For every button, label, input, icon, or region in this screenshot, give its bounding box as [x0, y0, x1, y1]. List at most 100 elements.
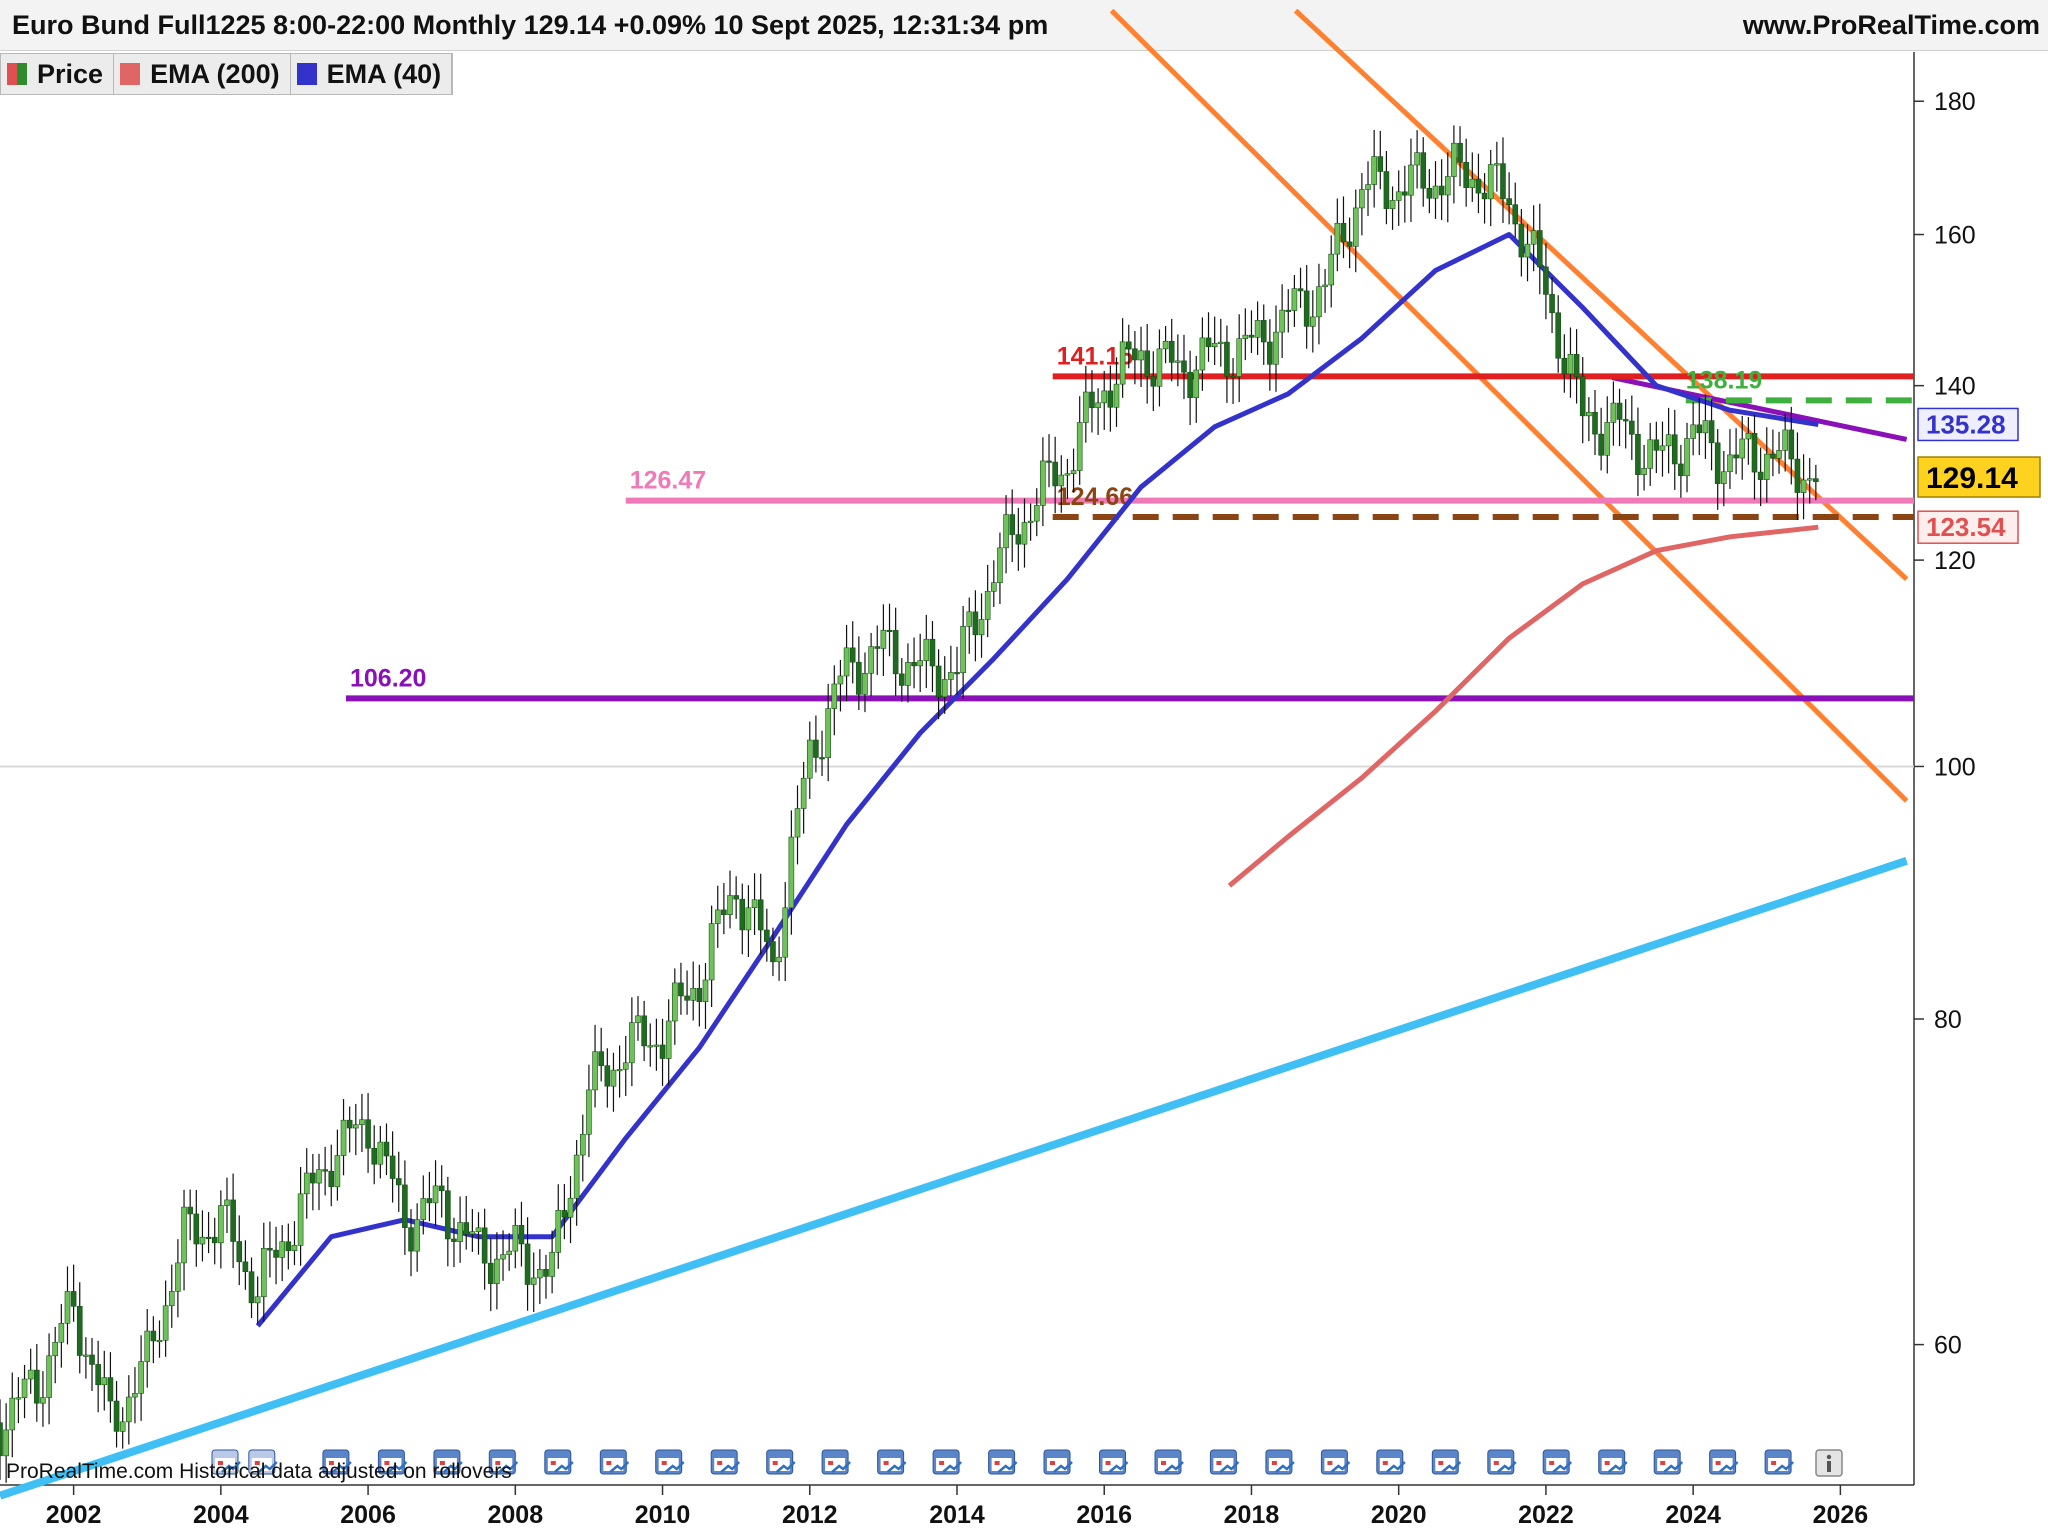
calendar-event-icon[interactable] — [710, 1449, 741, 1475]
candle-body — [1138, 350, 1144, 361]
candle-body — [1346, 241, 1353, 247]
candle-body — [1015, 534, 1022, 545]
candle-body — [874, 646, 881, 649]
calendar-mark — [1604, 1461, 1610, 1465]
calendar-mark — [1549, 1461, 1555, 1465]
price-candles — [0, 125, 1819, 1483]
calendar-event-icon[interactable] — [821, 1449, 851, 1475]
candle-body — [941, 679, 948, 698]
candle-body — [592, 1051, 598, 1091]
x-tick-label: 2020 — [1371, 1501, 1427, 1529]
calendar-event-icon[interactable] — [1376, 1449, 1406, 1475]
calendar-event-icon[interactable] — [988, 1449, 1018, 1475]
calendar-event-icon[interactable] — [877, 1449, 907, 1475]
info-icon[interactable] — [1815, 1449, 1843, 1477]
candle-body — [371, 1147, 378, 1165]
calendar-event-icon[interactable] — [1764, 1449, 1794, 1475]
trendline — [1109, 8, 1909, 803]
candle-body — [1500, 163, 1506, 199]
calendar-event-icon[interactable] — [1709, 1449, 1739, 1475]
candle-body — [1794, 458, 1801, 493]
candle-body — [334, 1155, 341, 1188]
calendar-event-icon[interactable] — [1154, 1449, 1184, 1475]
calendar-mark — [1050, 1461, 1055, 1465]
calendar-arrow — [609, 1461, 630, 1473]
candle-body — [359, 1119, 365, 1126]
legend-ema40[interactable]: EMA (40) — [291, 54, 453, 94]
candle-body — [665, 1020, 672, 1059]
calendar-event-icon[interactable] — [211, 1449, 241, 1475]
calendar-event-icon[interactable] — [766, 1449, 796, 1475]
calendar-event-icon[interactable] — [322, 1449, 352, 1475]
ema40-swatch-icon — [296, 63, 317, 85]
calendar-event-icon[interactable] — [1542, 1449, 1573, 1475]
calendar-event-icon[interactable] — [248, 1449, 278, 1475]
calendar-event-icon[interactable] — [1209, 1449, 1240, 1475]
candle-body — [230, 1199, 236, 1242]
candle-body — [481, 1227, 488, 1264]
calendar-event-icon[interactable] — [655, 1449, 685, 1475]
calendar-event-icon[interactable] — [488, 1449, 519, 1475]
candle-body — [1659, 445, 1666, 451]
candle-body — [1297, 288, 1304, 292]
candle-body — [291, 1245, 298, 1251]
calendar-event-icon[interactable] — [1598, 1449, 1628, 1475]
candle-body — [426, 1198, 433, 1204]
candle-body — [1629, 420, 1635, 435]
candle-body — [1395, 191, 1402, 201]
candle-body — [1322, 284, 1328, 287]
candle-body — [15, 1397, 22, 1400]
calendar-event-icon[interactable] — [1487, 1449, 1517, 1475]
calendar-event-icon[interactable] — [544, 1449, 574, 1475]
candle-body — [972, 611, 979, 636]
legend-price[interactable]: Price — [1, 54, 115, 94]
legend-ema200[interactable]: EMA (200) — [114, 54, 291, 94]
indicator-legend: Price EMA (200) EMA (40) — [0, 53, 454, 95]
candle-body — [0, 1422, 3, 1457]
ema200-swatch-icon — [120, 63, 141, 85]
candle-body — [537, 1269, 543, 1279]
candle-body — [862, 672, 868, 695]
candle-body — [1763, 453, 1770, 480]
candle-body — [126, 1396, 132, 1423]
candle-body — [856, 661, 862, 695]
calendar-event-icon[interactable] — [1320, 1449, 1351, 1475]
site-url[interactable]: www.ProRealTime.com — [1742, 10, 2040, 40]
candle-body — [721, 909, 727, 915]
calendar-event-icon[interactable] — [599, 1449, 630, 1475]
calendar-event-icon[interactable] — [932, 1449, 962, 1475]
calendar-arrow — [1718, 1461, 1739, 1473]
calendar-event-icon[interactable] — [377, 1449, 408, 1475]
candle-body — [843, 647, 850, 677]
candle-body — [1512, 204, 1519, 225]
candle-body — [819, 757, 825, 760]
calendar-event-icon[interactable] — [433, 1449, 463, 1475]
candle-body — [27, 1369, 34, 1380]
calendar-arrow — [775, 1461, 796, 1473]
calendar-event-icon[interactable] — [1099, 1449, 1129, 1475]
candle-body — [64, 1291, 71, 1324]
info-stem — [1827, 1461, 1831, 1472]
candle-body — [1727, 454, 1733, 473]
x-axis-panel — [0, 1485, 2048, 1536]
calendar-event-icon[interactable] — [1043, 1449, 1073, 1475]
calendar-mark — [1327, 1461, 1333, 1465]
candle-body — [966, 611, 973, 627]
y-tick-label: 80 — [1934, 1006, 1962, 1034]
candle-body — [150, 1330, 157, 1342]
candle-body — [622, 1062, 629, 1070]
calendar-event-icon[interactable] — [1431, 1449, 1462, 1475]
calendar-event-icon[interactable] — [1265, 1449, 1295, 1475]
calendar-arrow — [1219, 1461, 1240, 1473]
candle-body — [1733, 454, 1739, 459]
candle-body — [168, 1291, 175, 1307]
candle-body — [267, 1247, 273, 1251]
calendar-event-icon[interactable] — [1653, 1449, 1684, 1475]
candle-body — [604, 1065, 611, 1087]
candle-body — [610, 1069, 617, 1087]
candle-body — [1690, 424, 1696, 439]
candle-body — [1168, 340, 1175, 363]
candle-body — [1770, 453, 1776, 459]
candle-body — [58, 1322, 65, 1343]
